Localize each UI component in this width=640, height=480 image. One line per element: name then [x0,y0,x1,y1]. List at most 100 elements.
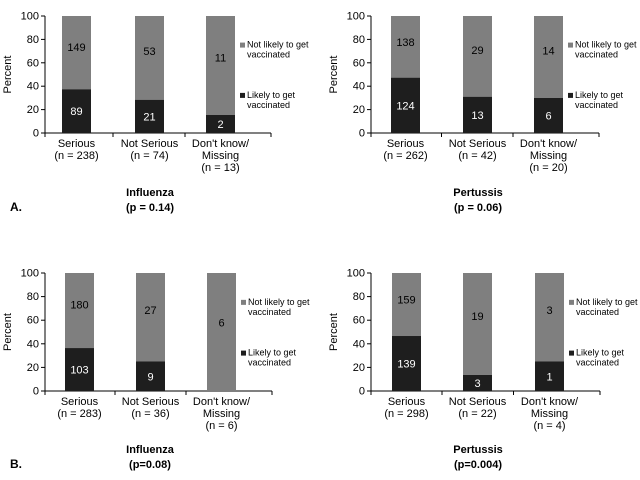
x-category-label: Serious [388,396,426,408]
bar-label-likely: 2 [217,119,223,131]
y-tick-label: 20 [27,362,39,374]
y-tick-label: 40 [353,338,365,350]
x-category-label: (n = 4) [533,420,565,432]
y-tick-label: 20 [27,104,39,116]
chart-2: 0 20 40 60 80 100 Percent 138 124 Serious(n = 262… [328,11,637,215]
bar-label-likely: 21 [143,111,155,123]
chart-4: 0 20 40 60 80 100 Percent 159 139 Serious(n = 298… [328,268,638,472]
x-category-label: (n = 238) [54,150,98,162]
bar-likely [463,96,492,133]
x-category-label: (n = 298) [384,408,428,420]
y-tick-label: 0 [33,128,39,140]
bar-label-not-likely: 29 [471,45,483,57]
y-tick-label: 60 [27,57,39,69]
x-category-label: (n = 6) [205,420,237,432]
bar-not-likely [463,16,492,97]
x-category-label: Don't know/ [520,138,578,150]
x-category-label: Serious [61,396,99,408]
legend-label-not-likely: vaccinated [247,50,290,60]
bar-label-not-likely: 159 [397,294,415,306]
bar-not-likely [535,273,564,362]
bar-label-likely: 89 [70,106,82,118]
x-category-label: Not Serious [449,138,507,150]
legend-label-not-likely: Not likely to get [575,40,637,50]
y-tick-label: 0 [359,386,365,398]
bar-label-likely: 3 [474,378,480,390]
x-category-label: Not Serious [121,138,179,150]
y-tick-label: 60 [353,315,365,327]
x-category-label: (n = 13) [201,162,239,174]
y-axis-title: Percent [328,56,340,94]
legend-label-likely: Likely to get [576,348,625,358]
chart-title: Influenza [126,444,175,456]
y-tick-label: 80 [27,291,39,303]
bar-label-likely: 9 [147,371,153,383]
chart-title: Influenza [126,187,175,199]
bar-likely [535,361,564,391]
y-tick-label: 40 [27,338,39,350]
bar-not-likely [135,16,164,100]
bar-label-likely: 124 [396,100,414,112]
bar-likely [65,348,94,391]
chart-title: Pertussis [453,444,503,456]
legend-label-likely: vaccinated [575,100,618,110]
chart-subtitle: (p=0.08) [129,459,171,471]
bar-label-not-likely: 149 [67,42,85,54]
y-tick-label: 80 [353,291,365,303]
x-category-label: (n = 20) [529,162,567,174]
legend-swatch-likely [240,92,245,98]
legend-label-likely: Likely to get [247,90,296,100]
legend-label-not-likely: Not likely to get [248,297,310,307]
bar-not-likely [206,16,235,115]
y-tick-label: 60 [27,315,39,327]
y-tick-label: 100 [347,11,365,23]
x-category-label: Don't know/ [521,396,579,408]
y-axis-title: Percent [2,313,14,351]
chart-subtitle: (p=0.004) [454,459,502,471]
legend-swatch-likely [568,92,573,98]
bar-not-likely [391,16,420,78]
x-category-label: (n = 74) [130,150,168,162]
bar-label-not-likely: 180 [70,300,88,312]
y-tick-label: 40 [353,81,365,93]
x-category-label: (n = 22) [458,408,496,420]
bar-likely [135,99,164,133]
bar-not-likely [463,273,492,375]
legend-swatch-not-likely [241,299,246,305]
bar-not-likely [136,273,165,362]
bar-label-not-likely: 14 [542,45,554,57]
legend-label-likely: Likely to get [248,348,297,358]
y-tick-label: 0 [33,386,39,398]
legend-label-likely: vaccinated [248,358,291,368]
legend-swatch-likely [569,350,574,356]
legend-label-not-likely: vaccinated [576,307,619,317]
legend-swatch-likely [241,350,246,356]
x-category-label: Not Serious [449,396,507,408]
y-tick-label: 20 [353,362,365,374]
x-category-label: Serious [387,138,425,150]
bar-likely [62,89,91,133]
y-axis-title: Percent [2,56,14,94]
y-tick-label: 60 [353,57,365,69]
chart-3: 0 20 40 60 80 100 Percent 180 103 Serious(n = 283… [2,268,310,472]
bar-label-likely: 139 [397,359,415,371]
bar-likely [534,97,563,133]
x-category-label: Not Serious [122,396,180,408]
bar-not-likely [62,16,91,90]
x-category-label: Missing [531,408,568,420]
bar-not-likely [534,16,563,98]
bar-likely [391,77,420,133]
bar-label-likely: 103 [70,365,88,377]
bar-likely [206,114,235,133]
bar-label-not-likely: 138 [396,37,414,49]
bar-label-not-likely: 6 [218,318,224,330]
chart-subtitle: (p = 0.06) [454,202,502,214]
bar-label-likely: 6 [545,110,551,122]
bar-label-not-likely: 3 [546,305,552,317]
x-category-label: Don't know/ [192,138,250,150]
legend-label-not-likely: vaccinated [575,50,618,60]
y-tick-label: 80 [27,34,39,46]
bar-label-not-likely: 11 [215,53,226,65]
bar-label-not-likely: 53 [143,46,155,58]
